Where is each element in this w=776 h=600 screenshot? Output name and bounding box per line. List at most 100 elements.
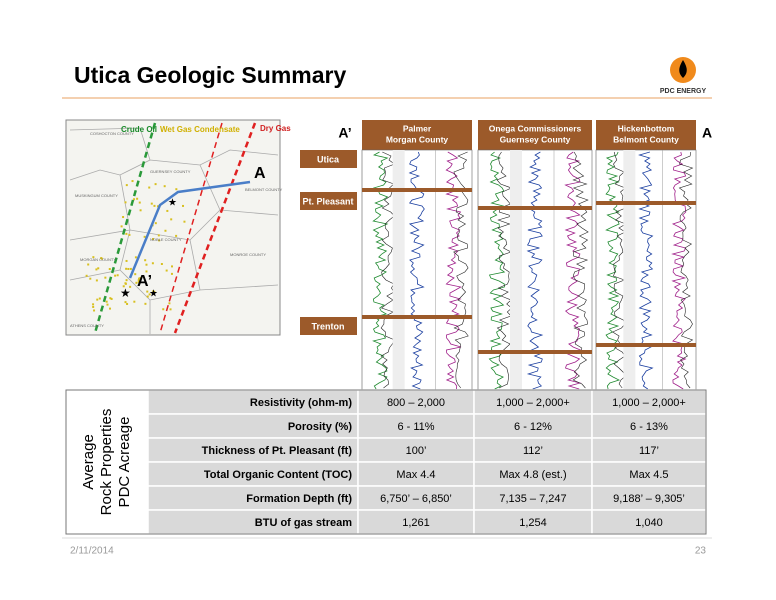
well-name: Hickenbottom [618,123,675,133]
cell-value: 9,188’ – 9,305’ [613,493,685,505]
log-panel [595,149,697,391]
zone-label: Crude Oil [121,125,157,134]
formation-line [478,206,592,210]
well-dot [92,305,95,308]
well-dot [151,262,154,265]
row-label: Total Organic Content (TOC) [204,469,352,481]
well-dot [166,209,169,212]
cell-value: 1,254 [519,517,547,529]
well-dot [152,238,155,241]
table-cell [147,461,359,487]
well-dot [96,298,99,301]
well-dot [150,202,153,205]
well-name: Guernsey County [500,134,571,144]
well-name: Onega Commissioners [489,123,582,133]
well-dot [95,268,98,271]
cell-value: 117’ [639,445,659,457]
well-dot [92,303,95,306]
well-dot [146,295,149,298]
gas-boundary [173,122,257,334]
well-dot [128,233,131,236]
well-dot [124,301,127,304]
county-label: GUERNSEY COUNTY [150,169,191,174]
well-dot [183,220,186,223]
county-label: ATHENS COUNTY [70,323,104,328]
cell-value: Max 4.4 [396,469,435,481]
well-dot [139,277,142,280]
well-dot [175,234,178,237]
well-dot [114,274,117,277]
well-dot [95,279,98,282]
formation-label: Pt. Pleasant [302,196,353,206]
well-dot [109,307,112,310]
well-dot [110,297,113,300]
well-dot [134,256,137,259]
well-dot [129,285,132,288]
well-dot [124,201,127,204]
row-label: BTU of gas stream [255,517,352,529]
cell-value: 6 - 13% [630,421,668,433]
row-label: Resistivity (ohm-m) [250,397,352,409]
cell-value: 6,750’ – 6,850’ [380,493,452,505]
table-cell [357,437,475,463]
well-dot [89,277,92,280]
table-cell [147,389,359,415]
well-dot [125,259,128,262]
zone-label: Wet Gas Condensate [160,125,240,134]
well-dot [131,180,134,183]
zone-label: Dry Gas [260,124,291,133]
well-dot [152,290,155,293]
well-dot [163,185,166,188]
well-dot [170,272,173,275]
well-dot [124,282,127,285]
section-line [128,180,251,279]
well-dot [148,293,151,296]
well-dot [171,265,174,268]
page-number: 23 [695,546,707,557]
table-cell [591,437,707,463]
well-dot [139,209,142,212]
cell-value: 1,261 [402,517,430,529]
formation-label: Trenton [312,321,345,331]
formation-tag [300,150,357,168]
log-curve [612,151,627,389]
well-dot [127,267,130,270]
table-cell [473,461,593,487]
cell-value: 800 – 2,000 [387,397,445,409]
star: ★ [120,286,131,300]
cell-value: Max 4.5 [629,469,668,481]
cell-value: 1,000 – 2,000+ [612,397,686,409]
logo: PDC ENERGY [660,57,706,95]
well-dot [135,281,138,284]
map-frame [65,119,281,336]
well-name: Belmont County [613,134,679,144]
well-dot [156,205,159,208]
point-label: A’ [137,273,152,290]
cell-value: 6 - 12% [514,421,552,433]
row-label: Thickness of Pt. Pleasant (ft) [202,445,353,457]
well-dot [109,297,112,300]
cell-value: Max 4.8 (est.) [499,469,566,481]
well-name: Morgan County [386,134,449,144]
log-curve [671,151,687,390]
side-label: Rock Properties [98,409,115,516]
log-curve [678,151,694,389]
table-cell [473,509,593,535]
table-cell [591,413,707,439]
well-dot [143,235,146,238]
well-dot [182,204,185,207]
star: ★ [168,198,177,209]
oil-boundary [93,122,157,334]
well-header [362,120,472,150]
well-dot [93,309,96,312]
star: ★ [149,289,158,300]
well-dot [97,267,100,270]
footer-date: 2/11/2014 [70,546,114,557]
formation-tag [300,192,357,210]
table-cell [147,509,359,535]
log-curve [605,151,621,390]
well-dot [153,204,156,207]
well-dot [144,302,147,305]
well-name: Palmer [403,123,432,133]
